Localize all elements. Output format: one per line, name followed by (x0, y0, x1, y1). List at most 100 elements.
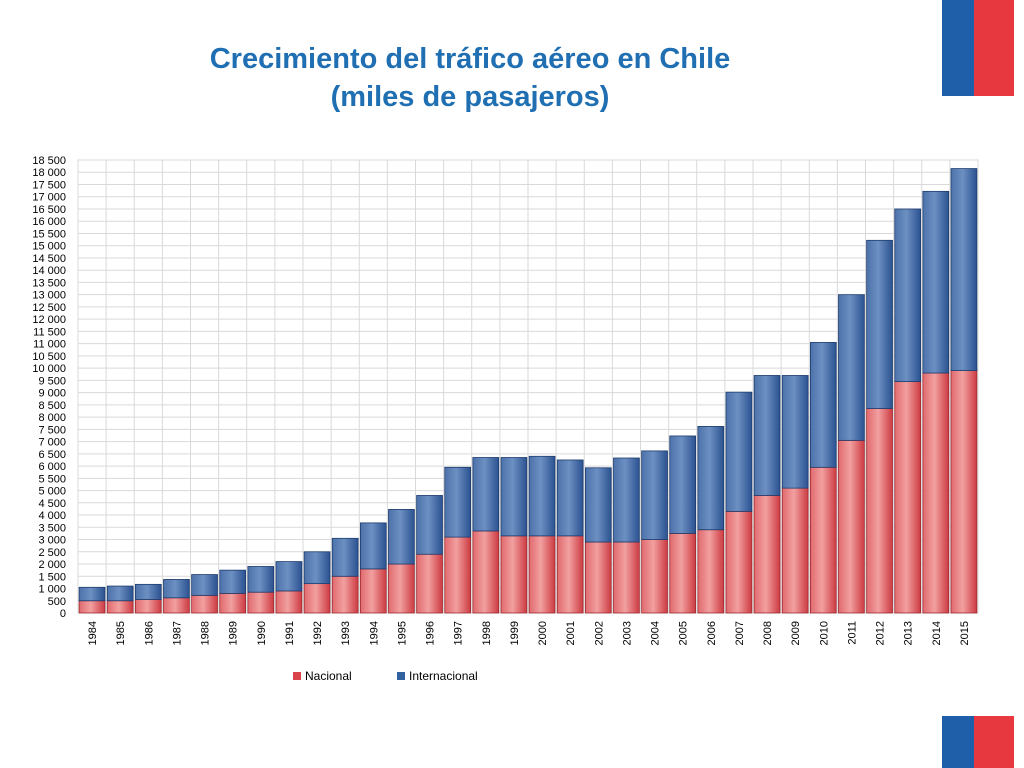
x-tick-label: 1991 (284, 621, 296, 645)
legend-swatch (293, 672, 301, 680)
bar-internacional-1992 (303, 551, 331, 585)
bar-nacional-2001 (556, 535, 584, 614)
y-tick-label: 10 500 (32, 351, 66, 363)
chart-legend: Nacional Internacional (0, 669, 1024, 689)
bar-internacional-1985 (106, 585, 134, 602)
y-tick-label: 7 500 (38, 424, 66, 436)
y-tick-label: 5 500 (38, 473, 66, 485)
x-tick-label: 2004 (650, 621, 662, 645)
x-tick-label: 2002 (593, 621, 605, 645)
bar-nacional-2012 (866, 408, 893, 614)
bar-internacional-1998 (472, 457, 500, 532)
bar-internacional-2004 (641, 450, 668, 540)
y-tick-label: 14 500 (32, 253, 66, 265)
y-tick-label: 15 500 (32, 228, 66, 240)
y-tick-label: 17 000 (32, 192, 66, 204)
bar-nacional-1984 (78, 600, 106, 614)
y-tick-label: 16 500 (32, 204, 66, 216)
x-tick-label: 2007 (734, 621, 746, 645)
x-tick-label: 1993 (340, 621, 352, 645)
legend-label: Nacional (305, 669, 352, 683)
y-tick-label: 9 000 (38, 388, 66, 400)
bar-nacional-2006 (697, 529, 725, 614)
bar-internacional-2010 (809, 342, 837, 468)
x-tick-label: 2000 (537, 621, 549, 645)
bar-nacional-2010 (809, 466, 837, 614)
bar-nacional-1993 (331, 575, 359, 614)
y-tick-label: 2 000 (38, 559, 66, 571)
bar-internacional-2012 (866, 239, 893, 409)
x-tick-label: 1996 (425, 621, 437, 645)
chart-title: Crecimiento del tráfico aéreo en Chile (… (120, 40, 820, 116)
y-tick-label: 3 000 (38, 535, 66, 547)
x-tick-label: 1997 (453, 621, 465, 645)
y-tick-label: 500 (48, 596, 66, 608)
bar-internacional-2003 (613, 457, 640, 543)
x-tick-label: 2005 (678, 621, 690, 645)
y-tick-label: 11 000 (33, 339, 66, 351)
bar-internacional-2000 (528, 455, 556, 537)
x-tick-label: 1989 (228, 621, 240, 645)
x-tick-label: 1988 (200, 621, 212, 645)
y-tick-label: 13 500 (32, 277, 66, 289)
y-tick-label: 12 000 (32, 314, 66, 326)
flag-decoration-top (942, 0, 1014, 96)
bar-nacional-2005 (669, 533, 697, 614)
y-tick-label: 7 000 (38, 437, 66, 449)
y-tick-label: 8 500 (38, 400, 66, 412)
bar-internacional-1999 (500, 457, 528, 537)
bar-nacional-1999 (500, 535, 528, 614)
y-tick-label: 4 500 (38, 498, 66, 510)
bar-internacional-1984 (78, 586, 106, 602)
flag-red-stripe (974, 716, 1014, 768)
bar-nacional-1995 (388, 563, 415, 614)
bar-nacional-1994 (359, 568, 387, 614)
bar-nacional-2003 (613, 541, 640, 614)
x-tick-label: 1999 (509, 621, 521, 645)
y-tick-label: 18 000 (32, 167, 66, 179)
bar-internacional-2006 (697, 426, 725, 531)
y-tick-label: 9 500 (38, 375, 66, 387)
bar-internacional-1990 (247, 566, 275, 593)
y-tick-label: 11 500 (33, 326, 66, 338)
y-tick-label: 5 000 (38, 486, 66, 498)
y-tick-label: 0 (60, 608, 66, 620)
bar-nacional-1997 (444, 536, 472, 614)
flag-red-stripe (974, 0, 1014, 96)
bar-nacional-1987 (163, 597, 190, 614)
bar-nacional-2009 (781, 487, 809, 614)
bar-internacional-1997 (444, 466, 472, 538)
bar-nacional-1990 (247, 591, 275, 614)
x-tick-label: 2011 (846, 621, 858, 645)
bar-internacional-2005 (669, 435, 697, 534)
bar-nacional-1992 (303, 583, 331, 614)
legend-swatch (397, 672, 405, 680)
bar-internacional-2002 (584, 467, 612, 543)
x-tick-label: 2008 (762, 621, 774, 645)
x-tick-label: 1992 (312, 621, 324, 645)
bar-nacional-2008 (753, 495, 781, 614)
chart-title-line-1: Crecimiento del tráfico aéreo en Chile (209, 43, 731, 75)
bar-internacional-2015 (950, 168, 978, 371)
x-tick-label: 1984 (87, 621, 99, 645)
y-tick-label: 2 500 (38, 547, 66, 559)
bar-internacional-2014 (922, 190, 950, 374)
y-tick-label: 15 000 (32, 241, 66, 253)
bar-nacional-2004 (641, 539, 668, 614)
x-tick-label: 1985 (115, 621, 127, 645)
x-tick-label: 2010 (818, 621, 830, 645)
y-tick-label: 8 000 (38, 412, 66, 424)
y-tick-label: 6 500 (38, 449, 66, 461)
y-tick-label: 13 000 (32, 290, 66, 302)
legend-item-internacional: Internacional (397, 669, 478, 683)
bar-internacional-1988 (191, 574, 218, 596)
bar-internacional-2009 (781, 375, 809, 489)
bar-nacional-2011 (838, 439, 865, 614)
legend-label: Internacional (409, 669, 478, 683)
bar-nacional-1989 (219, 593, 247, 614)
y-tick-label: 18 500 (32, 155, 66, 167)
bar-nacional-1988 (191, 594, 218, 614)
x-tick-label: 1986 (143, 621, 155, 645)
bar-nacional-2014 (922, 372, 950, 614)
